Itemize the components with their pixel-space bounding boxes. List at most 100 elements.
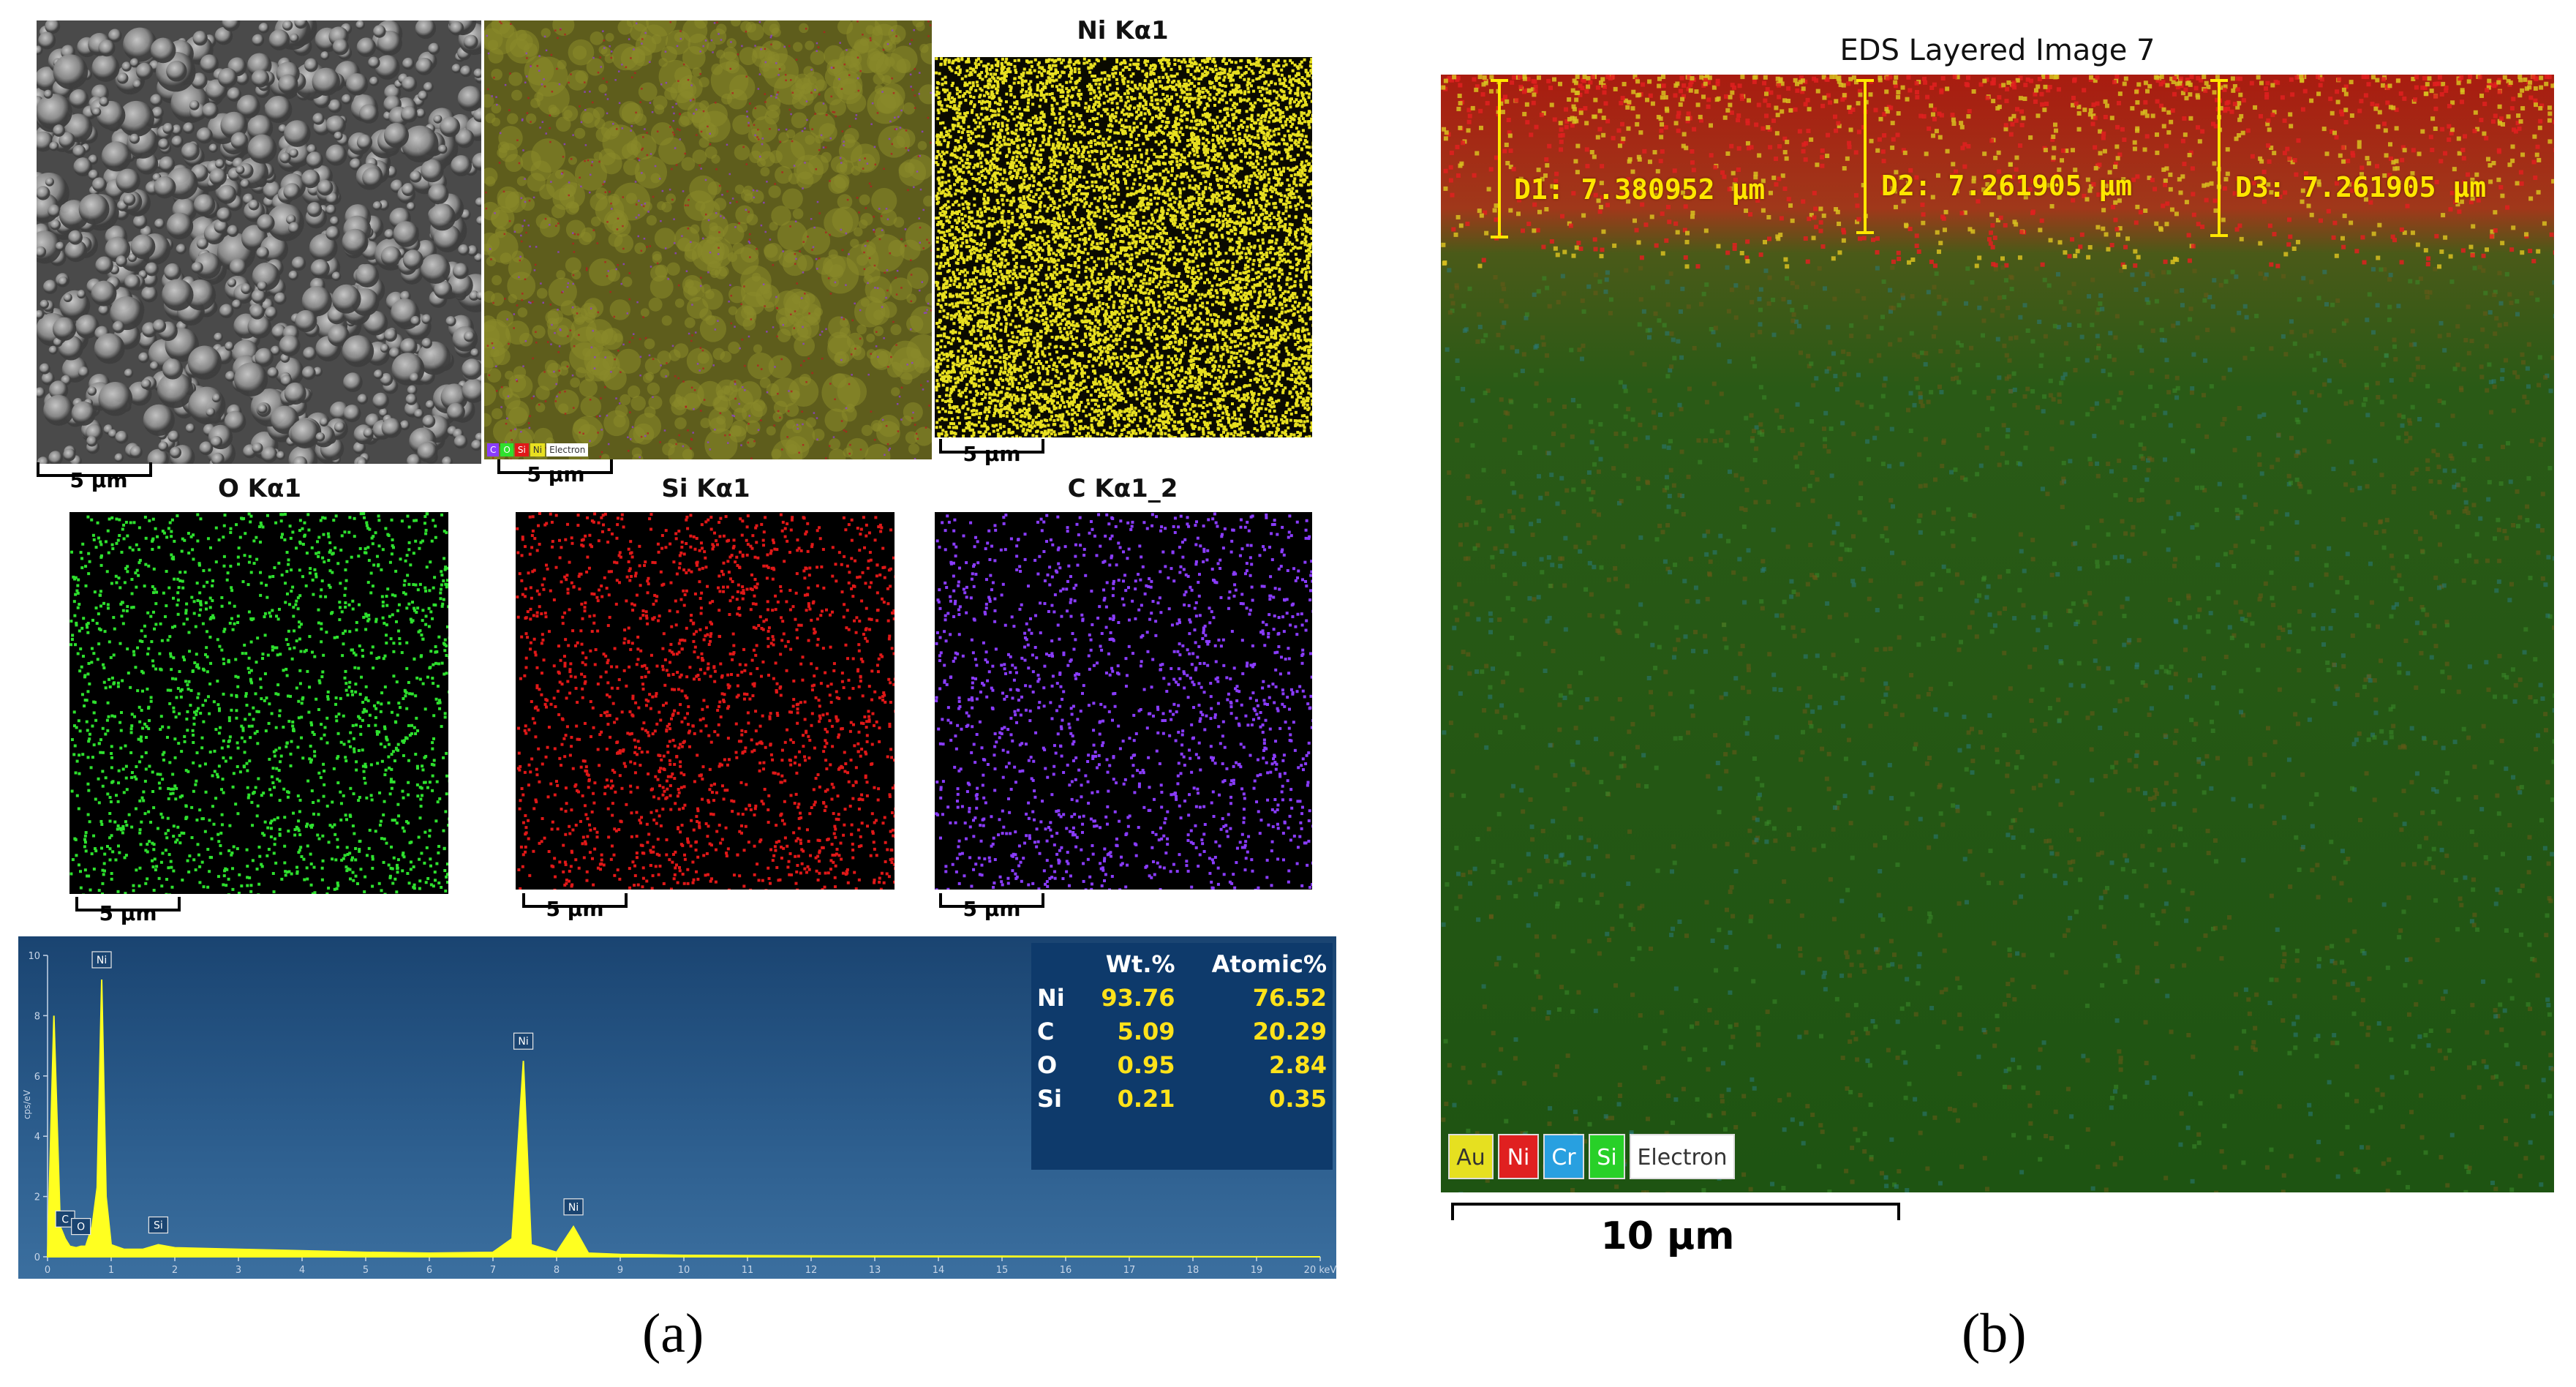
element-dot: [1162, 200, 1166, 203]
layered-a-dot: [756, 189, 758, 192]
element-dot: [1018, 272, 1022, 276]
element-dot: [1160, 335, 1164, 339]
layered-a-dot: [816, 438, 818, 440]
element-dot: [1085, 195, 1088, 198]
element-dot: [1110, 362, 1114, 366]
element-dot: [1127, 114, 1131, 118]
layered-a-dot: [919, 72, 921, 74]
layered-a-dot: [930, 141, 932, 144]
sem-grain: [415, 20, 437, 40]
element-dot: [984, 430, 987, 434]
layered-a-grain: [765, 95, 781, 111]
element-dot: [970, 173, 973, 176]
layered-a-dot: [694, 331, 697, 334]
layered-a-dot: [723, 217, 726, 219]
sem-grain: [448, 272, 473, 298]
element-dot: [1034, 221, 1038, 225]
element-dot: [941, 206, 944, 209]
element-dot: [1115, 82, 1119, 86]
layered-a-dot: [660, 364, 662, 367]
layered-a-dot: [634, 72, 636, 75]
element-dot: [1020, 213, 1023, 217]
layered-a-dot: [912, 411, 914, 414]
element-dot: [1183, 262, 1186, 266]
layered-a-grain: [821, 151, 832, 163]
element-dot: [1163, 266, 1167, 270]
sem-grain: [170, 446, 181, 459]
element-dot: [1027, 421, 1031, 425]
element-dot: [1019, 419, 1023, 423]
layered-a-dot: [816, 417, 818, 419]
layered-a-grain: [556, 270, 566, 279]
layered-a-dot: [532, 357, 534, 360]
layered-a-dot: [685, 406, 688, 408]
element-dot: [1052, 99, 1056, 102]
element-dot: [1268, 239, 1272, 243]
element-dot: [1102, 91, 1106, 95]
element-dot: [1014, 68, 1017, 72]
element-dot: [1061, 123, 1065, 127]
element-dot: [1080, 159, 1084, 163]
layered-a-grain: [796, 171, 814, 189]
element-dot: [960, 327, 964, 331]
layered-a-grain: [508, 374, 533, 399]
layered-a-dot: [885, 208, 888, 210]
layered-a-grain: [625, 192, 637, 204]
element-dot: [1189, 88, 1192, 91]
element-dot: [951, 210, 954, 214]
element-dot: [1273, 358, 1276, 361]
element-dot: [968, 421, 971, 424]
element-dot: [965, 245, 968, 249]
element-dot: [1014, 296, 1018, 299]
sem-grain: [166, 212, 194, 240]
layered-a-grain: [604, 53, 614, 64]
element-dot: [1207, 198, 1210, 202]
element-dot: [1202, 228, 1205, 231]
element-dot: [939, 304, 943, 308]
element-dot: [1129, 404, 1133, 407]
element-dot: [1149, 165, 1153, 168]
element-dot: [1131, 223, 1134, 227]
layered-a-dot: [699, 72, 701, 75]
element-dot: [1050, 112, 1054, 116]
layered-a-grain: [718, 266, 729, 277]
element-dot: [1185, 234, 1189, 238]
element-dot: [958, 339, 962, 343]
element-dot: [1178, 347, 1182, 351]
layered-a-dot: [889, 252, 892, 255]
element-dot: [1301, 361, 1305, 365]
element-dot: [995, 80, 999, 83]
layered-a-dot: [825, 231, 827, 233]
layered-a-dot: [714, 101, 717, 104]
layered-a-dot: [791, 140, 794, 143]
layered-a-dot: [870, 410, 873, 413]
layered-a-dot: [630, 438, 632, 440]
sem-grain: [331, 271, 342, 282]
element-dot: [1188, 252, 1191, 256]
element-dot: [1088, 413, 1091, 416]
element-dot: [1005, 304, 1009, 308]
element-dot: [1159, 113, 1162, 116]
element-dot: [1245, 358, 1249, 361]
layered-a-dot: [511, 439, 513, 441]
element-dot: [1124, 253, 1128, 257]
layered-a-dot: [911, 39, 913, 41]
element-dot: [999, 377, 1003, 380]
layered-a-dot: [513, 313, 516, 315]
layered-a-dot: [776, 335, 778, 338]
element-dot: [1251, 206, 1255, 209]
element-dot: [1277, 192, 1281, 195]
element-dot: [1238, 109, 1241, 113]
element-dot: [1249, 124, 1253, 127]
layered-a-dot: [550, 181, 552, 183]
element-dot: [1031, 426, 1034, 429]
element-dot: [1210, 158, 1214, 162]
layered-a-dot: [690, 84, 693, 86]
layered-a-dot: [918, 217, 920, 219]
element-dot: [1003, 367, 1007, 370]
element-dot: [949, 411, 953, 415]
element-dot: [1202, 369, 1205, 373]
layered-a-dot: [814, 89, 816, 91]
layered-a-dot: [786, 436, 788, 438]
element-dot: [1194, 256, 1198, 260]
